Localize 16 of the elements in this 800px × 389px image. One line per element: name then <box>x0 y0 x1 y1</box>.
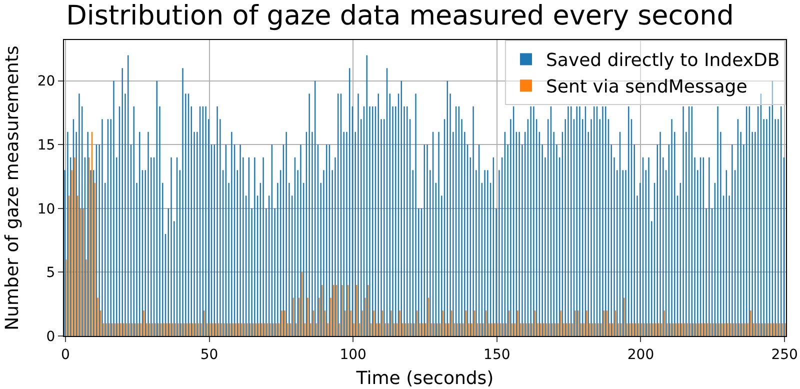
x-tick-label: 50 <box>200 346 218 363</box>
y-tick-label: 15 <box>37 138 56 154</box>
y-axis-title: Number of gaze measurements <box>2 46 23 330</box>
chart-title: Distribution of gaze data measured every second <box>66 0 734 32</box>
y-tick-label: 0 <box>46 328 56 345</box>
x-tick-label: 100 <box>340 346 366 363</box>
y-tick-label: 20 <box>37 74 56 90</box>
x-tick-label: 0 <box>60 346 70 363</box>
legend-label: Saved directly to IndexDB <box>546 50 780 72</box>
x-axis-title: Time (seconds) <box>355 368 494 389</box>
legend-label: Sent via sendMessage <box>546 76 748 98</box>
x-tick-label: 200 <box>627 346 654 363</box>
y-tick-label: 5 <box>46 265 56 282</box>
x-tick-label: 250 <box>771 346 798 363</box>
x-tick-label: 150 <box>484 346 510 363</box>
y-tick-label: 10 <box>37 201 56 218</box>
